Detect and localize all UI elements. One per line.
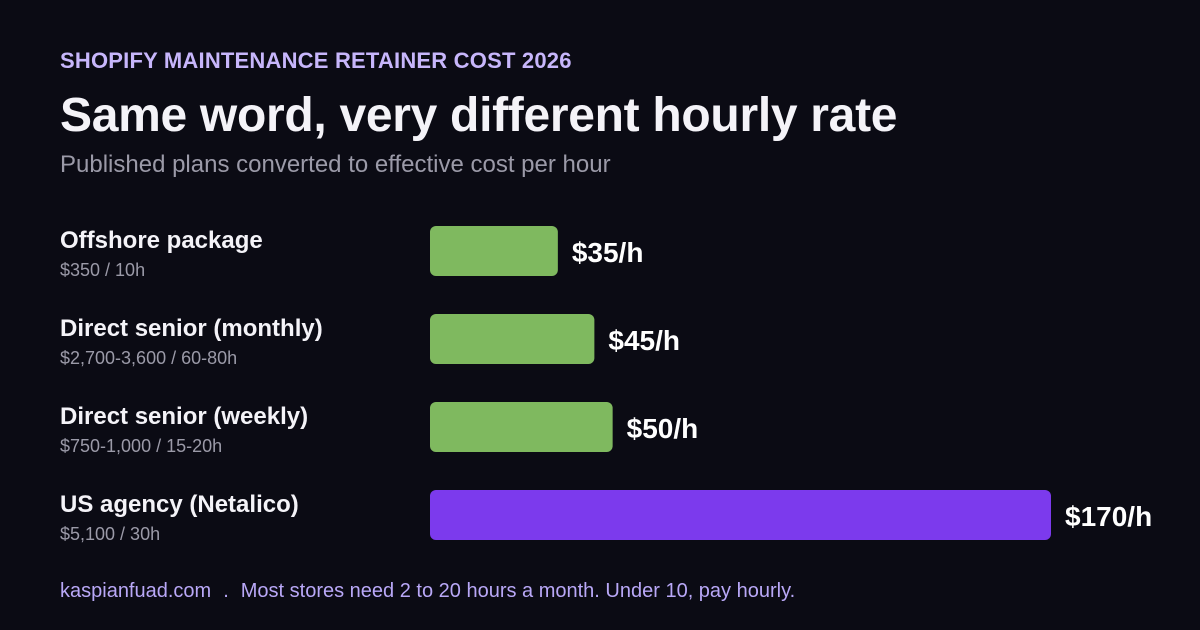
footer-note: Most stores need 2 to 20 hours a month. … xyxy=(240,580,796,602)
chart-eyebrow: SHOPIFY MAINTENANCE RETAINER COST 2026 xyxy=(60,48,572,73)
value-label: $45/h xyxy=(608,325,680,356)
footer-separator: . xyxy=(223,580,229,602)
category-label: Direct senior (monthly) xyxy=(60,315,323,342)
category-detail: $350 / 10h xyxy=(60,260,145,280)
value-label: $50/h xyxy=(627,413,699,444)
value-label: $170/h xyxy=(1065,501,1152,532)
value-label: $35/h xyxy=(572,237,644,268)
bar xyxy=(430,402,613,452)
category-detail: $750-1,000 / 15-20h xyxy=(60,436,222,456)
bar xyxy=(430,314,595,364)
chart-title: Same word, very different hourly rate xyxy=(60,89,898,142)
footer-site: kaspianfuad.com xyxy=(60,580,212,602)
bar xyxy=(430,490,1051,540)
footer: kaspianfuad.com. Most stores need 2 to 20… xyxy=(60,580,795,603)
category-label: Direct senior (weekly) xyxy=(60,403,308,430)
bar xyxy=(430,226,558,276)
category-detail: $2,700-3,600 / 60-80h xyxy=(60,348,237,368)
chart-subtitle: Published plans converted to effective c… xyxy=(60,151,611,178)
category-label: Offshore package xyxy=(60,227,263,254)
category-label: US agency (Netalico) xyxy=(60,491,299,518)
category-detail: $5,100 / 30h xyxy=(60,524,160,544)
